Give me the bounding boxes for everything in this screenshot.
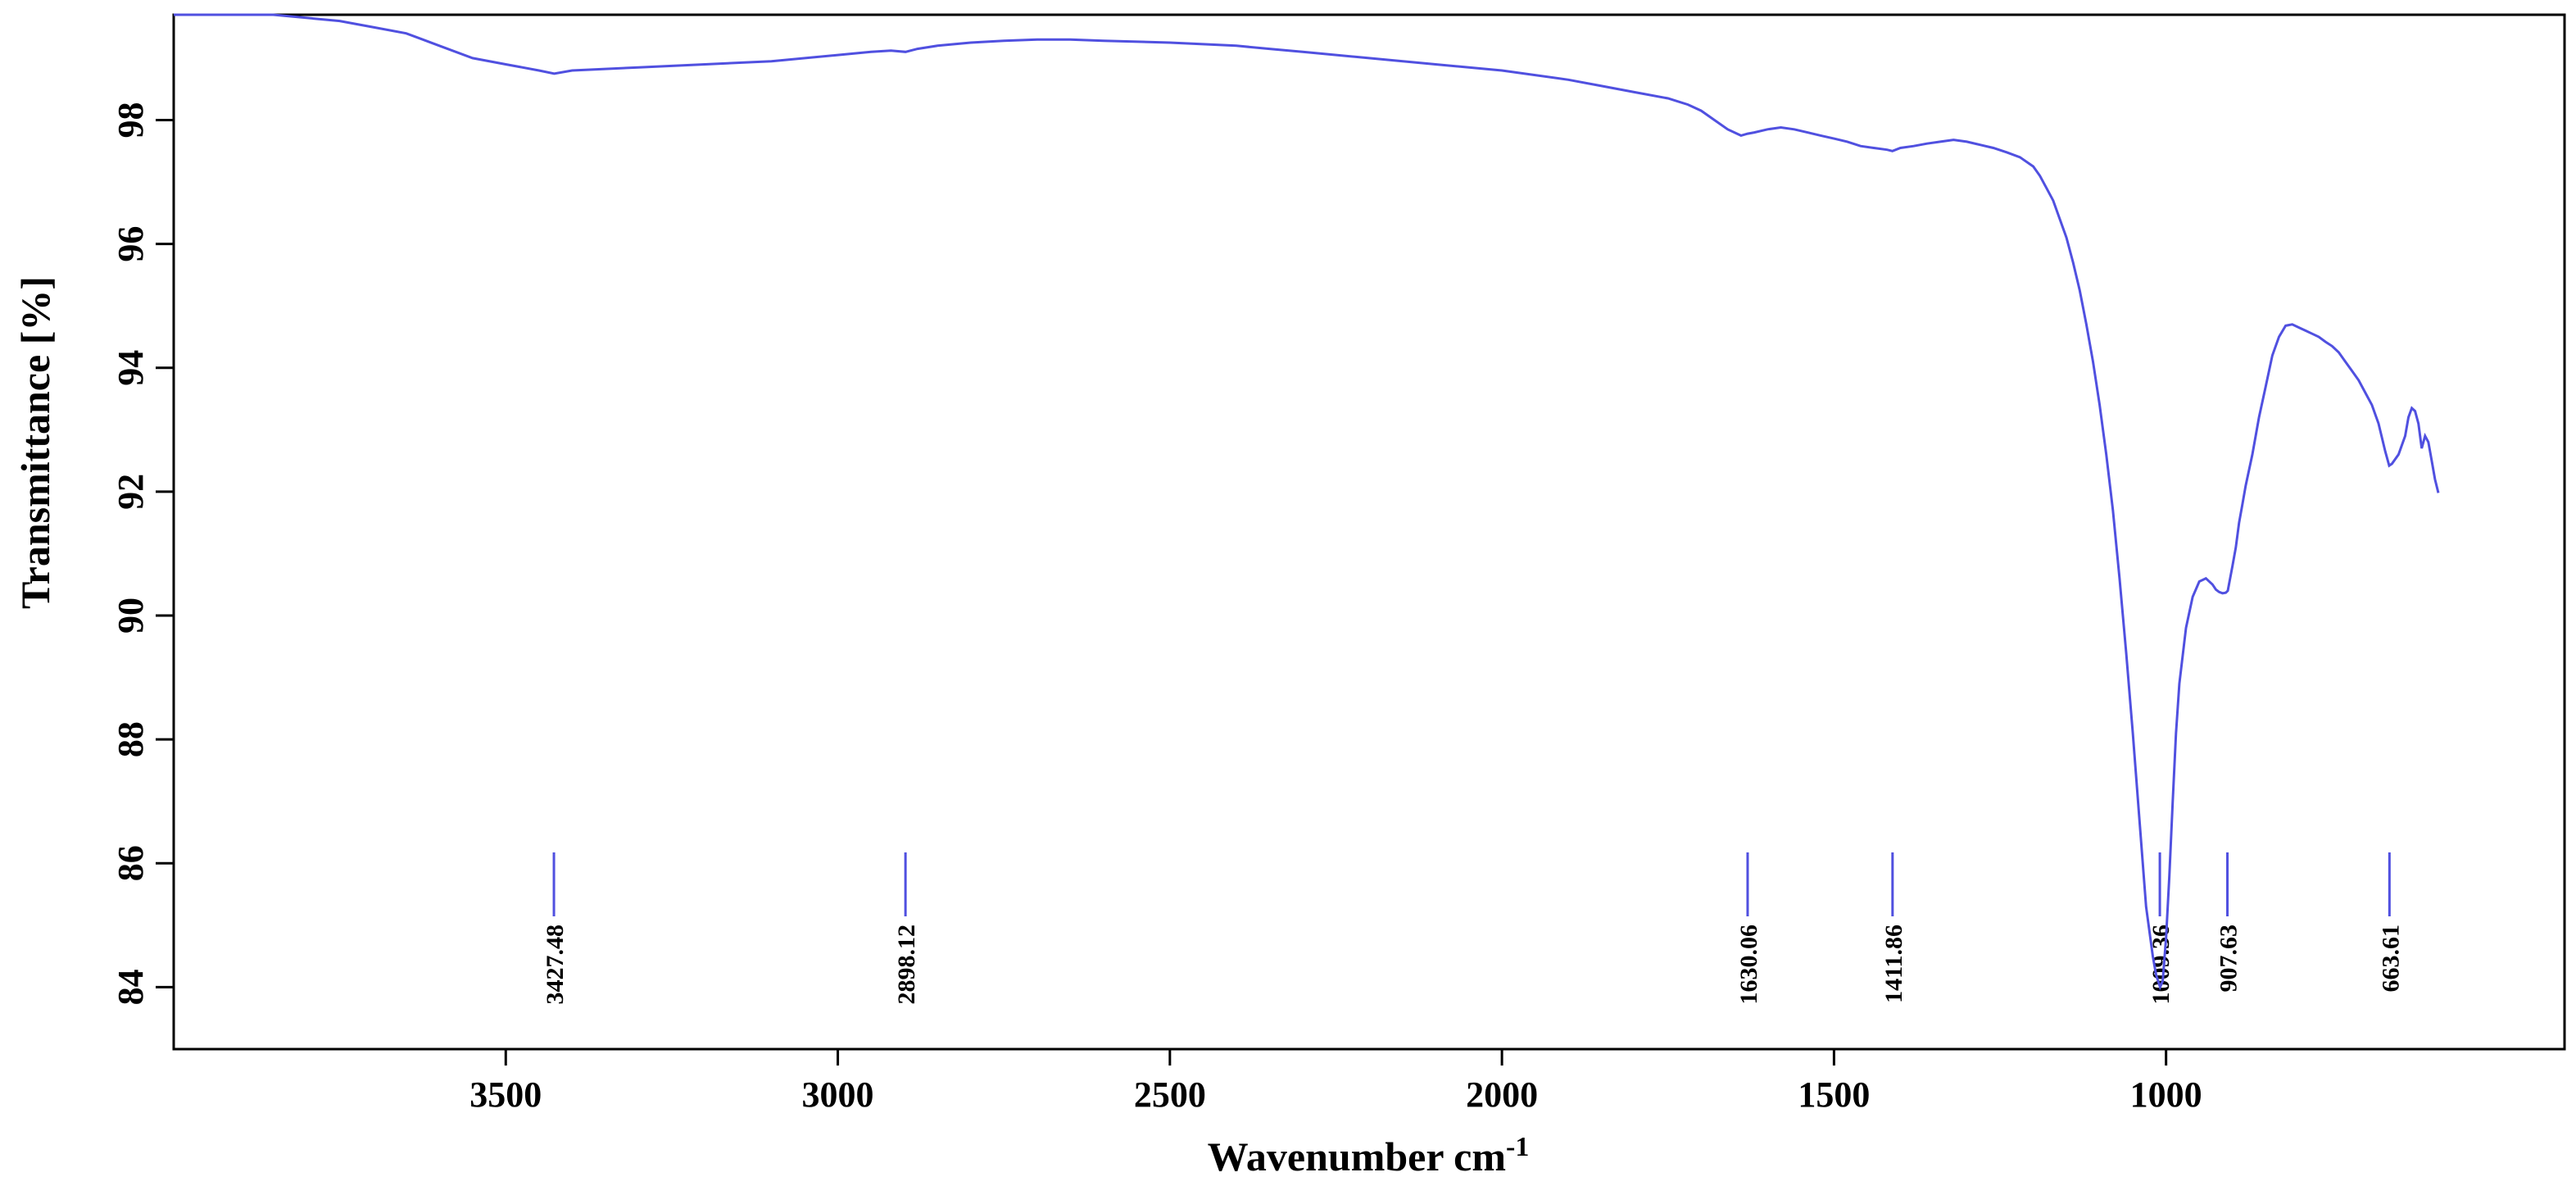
y-tick-label: 96 (111, 226, 151, 262)
plot-frame (172, 13, 2566, 1051)
x-axis-title: Wavenumber cm-1 (1208, 1132, 1530, 1179)
x-tick-label: 2500 (1134, 1075, 1206, 1115)
spectrum-line (174, 13, 2440, 991)
peak-label: 2898.12 (893, 925, 920, 1005)
peak-label: 1630.06 (1735, 925, 1762, 1005)
x-axis-title-superscript: -1 (1506, 1132, 1529, 1162)
x-tick-label: 1500 (1798, 1075, 1870, 1115)
peak-markers: 3427.48 2898.12 1630.06 1411.86 1009.36 907.6… (542, 852, 2404, 1005)
x-tick-label: 1000 (2130, 1075, 2202, 1115)
y-axis-title: Transmittance [%] (12, 276, 58, 609)
peak-label: 663.61 (2377, 925, 2404, 993)
peak-label: 3427.48 (542, 925, 569, 1005)
x-tick-label: 3500 (469, 1075, 542, 1115)
x-axis: 3500 3000 2500 2000 1500 1000 (469, 1049, 2202, 1115)
y-tick-label: 88 (111, 721, 151, 757)
y-tick-label: 98 (111, 102, 151, 138)
y-tick-label: 94 (111, 350, 151, 386)
x-tick-label: 3000 (802, 1075, 874, 1115)
peak-label: 1009.36 (2147, 925, 2175, 1005)
y-tick-label: 84 (111, 969, 151, 1005)
y-axis: 84 86 88 90 92 94 96 98 (111, 102, 174, 1005)
y-tick-label: 90 (111, 598, 151, 634)
y-tick-label: 86 (111, 845, 151, 881)
peak-label: 907.63 (2215, 925, 2243, 993)
x-axis-title-main: Wavenumber cm (1208, 1134, 1506, 1179)
y-tick-label: 92 (111, 474, 151, 510)
peak-label: 1411.86 (1880, 925, 1907, 1003)
x-tick-label: 2000 (1466, 1075, 1538, 1115)
